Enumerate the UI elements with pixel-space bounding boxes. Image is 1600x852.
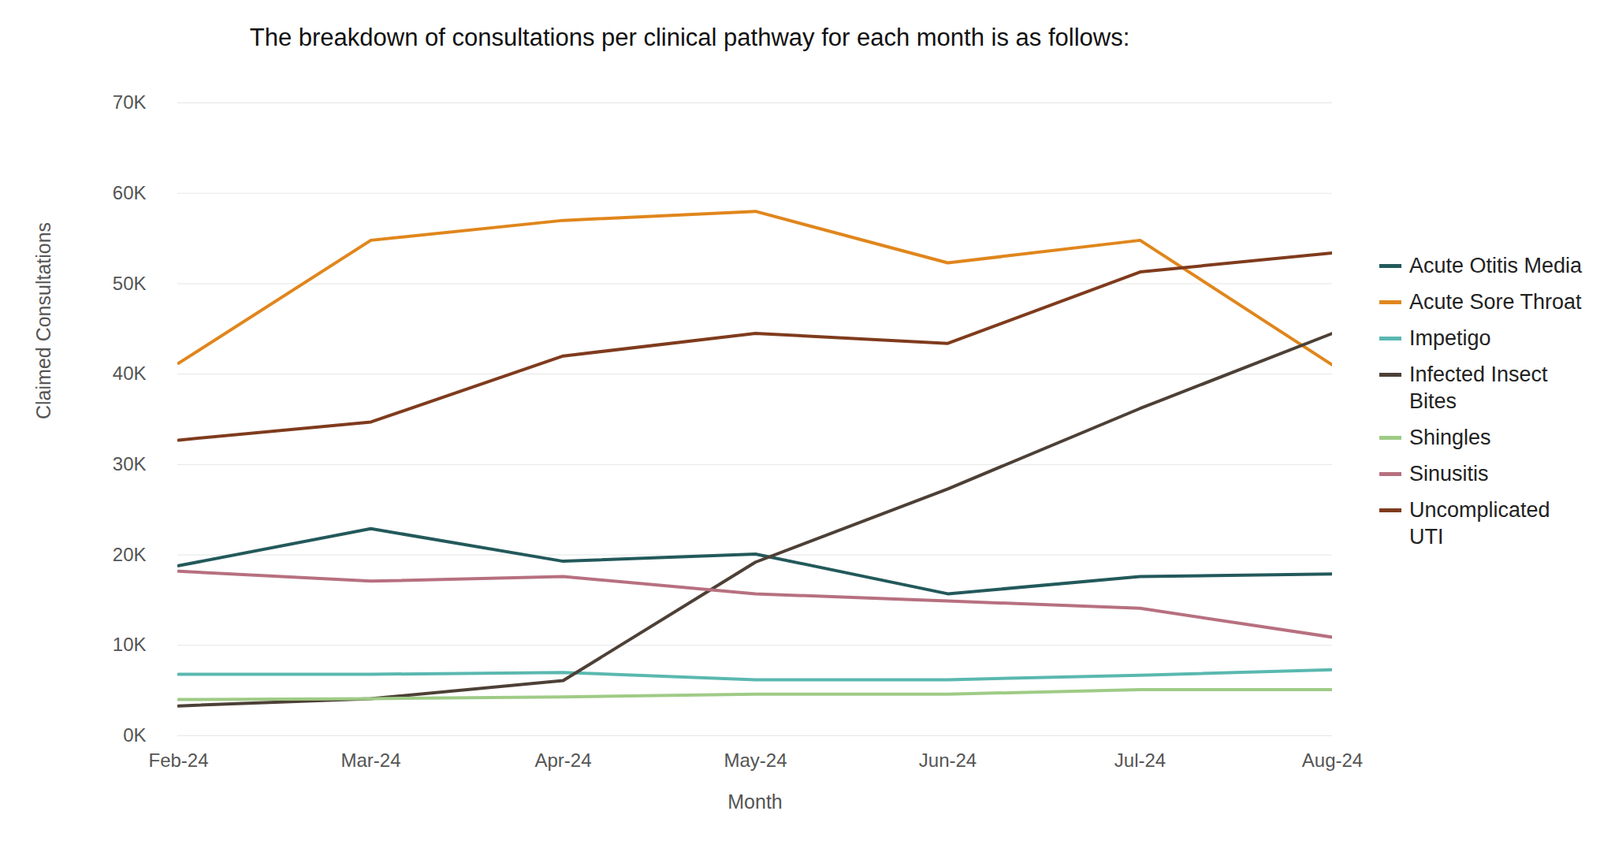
svg-text:60K: 60K [112,182,147,204]
svg-text:40K: 40K [112,362,147,384]
svg-text:0K: 0K [122,724,146,746]
svg-text:Apr-24: Apr-24 [534,749,592,771]
svg-text:Month: Month [727,790,782,813]
html-text:Uncomplicated UTI: Uncomplicated UTI [1409,498,1551,549]
html-text:Acute Sore Throat: Acute Sore Throat [1409,290,1582,314]
svg-text:Mar-24: Mar-24 [340,749,401,771]
html-text:Impetigo: Impetigo [1409,326,1491,350]
svg-text:20K: 20K [112,543,147,566]
svg-text:10K: 10K [112,633,147,655]
svg-text:70K: 70K [112,91,147,113]
html-text:Sinusitis: Sinusitis [1409,461,1489,486]
svg-text:Feb-24: Feb-24 [148,749,209,771]
svg-text:30K: 30K [112,453,147,475]
html-text:Shingles: Shingles [1409,425,1491,450]
svg-text:Jun-24: Jun-24 [919,749,977,771]
html-text:Infected Insect Bites: Infected Insect Bites [1409,362,1548,414]
svg-text:May-24: May-24 [723,749,787,771]
svg-text:Jul-24: Jul-24 [1114,749,1166,771]
html-text:Acute Otitis Media: Acute Otitis Media [1409,253,1582,278]
svg-text:50K: 50K [112,272,147,294]
html-text:The breakdown of consultations: The breakdown of consultations per clini… [249,23,1130,52]
svg-text:Claimed Consultations: Claimed Consultations [32,222,55,420]
svg-text:Aug-24: Aug-24 [1302,749,1363,771]
